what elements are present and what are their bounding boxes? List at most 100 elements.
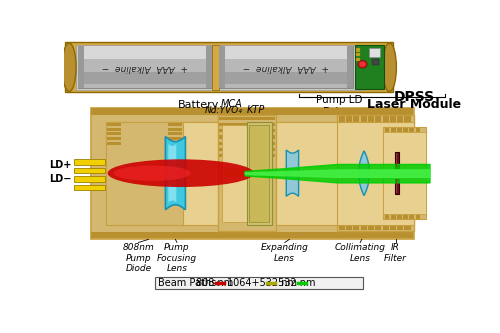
Bar	[354, 224, 360, 230]
Bar	[368, 224, 374, 230]
Bar	[416, 214, 420, 218]
Bar	[222, 125, 272, 222]
Bar	[218, 129, 274, 132]
Text: LD−: LD−	[49, 174, 72, 184]
Bar	[107, 123, 120, 126]
Ellipse shape	[108, 159, 254, 187]
Bar	[252, 232, 274, 238]
Bar	[78, 72, 212, 84]
Bar	[372, 59, 380, 65]
Text: Collimating
Lens: Collimating Lens	[334, 243, 386, 263]
Bar	[168, 142, 181, 145]
Text: Pump
Focusing
Lens: Pump Focusing Lens	[157, 243, 197, 273]
Bar	[154, 277, 362, 289]
Ellipse shape	[114, 166, 191, 181]
Bar	[356, 58, 360, 61]
Bar	[74, 159, 104, 165]
Bar	[397, 224, 404, 230]
Bar	[344, 232, 366, 238]
Bar	[218, 72, 354, 84]
Polygon shape	[358, 151, 370, 195]
Bar	[356, 48, 360, 52]
Bar	[396, 179, 397, 193]
Bar	[410, 128, 414, 132]
Bar	[356, 53, 360, 56]
Bar	[322, 109, 344, 115]
Bar	[218, 136, 274, 139]
Bar	[368, 116, 374, 122]
Bar	[78, 46, 212, 59]
Text: Laser Module: Laser Module	[367, 99, 461, 112]
Bar	[218, 123, 274, 126]
Bar	[391, 214, 396, 218]
Bar	[107, 132, 120, 136]
Bar	[276, 109, 297, 115]
Bar	[338, 224, 345, 230]
Bar	[218, 46, 224, 89]
Bar	[230, 232, 252, 238]
Bar	[397, 128, 402, 132]
Bar	[168, 123, 181, 126]
Bar	[78, 46, 84, 89]
Bar	[206, 46, 212, 89]
Polygon shape	[168, 144, 176, 202]
Bar	[230, 109, 252, 115]
Bar	[206, 109, 229, 115]
Bar	[390, 116, 396, 122]
Text: Nd:YVO₄: Nd:YVO₄	[205, 106, 243, 115]
Bar	[74, 185, 104, 190]
Bar	[250, 125, 270, 222]
Bar	[360, 224, 366, 230]
Bar	[74, 176, 104, 181]
Bar	[212, 45, 218, 90]
Polygon shape	[286, 150, 298, 196]
Bar	[106, 122, 399, 225]
Text: Expanding
Lens: Expanding Lens	[261, 243, 308, 263]
Bar	[168, 132, 181, 136]
Bar	[390, 232, 412, 238]
Bar	[396, 153, 397, 167]
Text: LD+: LD+	[49, 160, 72, 170]
Bar	[218, 154, 274, 157]
Bar	[74, 168, 104, 173]
Text: +  AAA  Alkaline  −: + AAA Alkaline −	[242, 63, 328, 72]
Text: 1064+532 nm: 1064+532 nm	[227, 278, 297, 288]
Ellipse shape	[358, 60, 367, 68]
Bar	[114, 109, 136, 115]
Text: 808 nm: 808 nm	[196, 278, 234, 288]
Bar	[346, 224, 352, 230]
Bar	[360, 116, 366, 122]
Bar	[218, 116, 276, 231]
Bar	[92, 109, 114, 115]
Bar	[92, 232, 114, 238]
Polygon shape	[166, 137, 186, 210]
Bar	[226, 169, 247, 177]
Bar	[218, 142, 274, 145]
Bar	[298, 232, 320, 238]
Bar	[355, 45, 384, 89]
Bar	[106, 122, 183, 225]
Bar	[107, 137, 120, 140]
Bar	[114, 232, 136, 238]
Bar	[184, 109, 206, 115]
Bar	[368, 109, 390, 115]
Bar	[390, 109, 412, 115]
Bar	[384, 132, 426, 214]
Ellipse shape	[382, 43, 396, 92]
Bar	[385, 128, 390, 132]
Bar	[347, 46, 354, 89]
Bar	[90, 108, 414, 239]
Bar	[354, 116, 360, 122]
Bar	[344, 109, 366, 115]
Bar	[385, 214, 390, 218]
Text: DPSS: DPSS	[394, 90, 434, 104]
Bar	[138, 109, 160, 115]
Bar	[338, 116, 345, 122]
Bar	[107, 142, 120, 145]
Bar	[404, 224, 410, 230]
Bar	[404, 116, 410, 122]
Text: MCA: MCA	[220, 99, 242, 109]
Text: 808nm
Pump
Diode: 808nm Pump Diode	[122, 243, 154, 273]
Text: 532 nm: 532 nm	[278, 278, 316, 288]
Bar	[168, 137, 181, 140]
